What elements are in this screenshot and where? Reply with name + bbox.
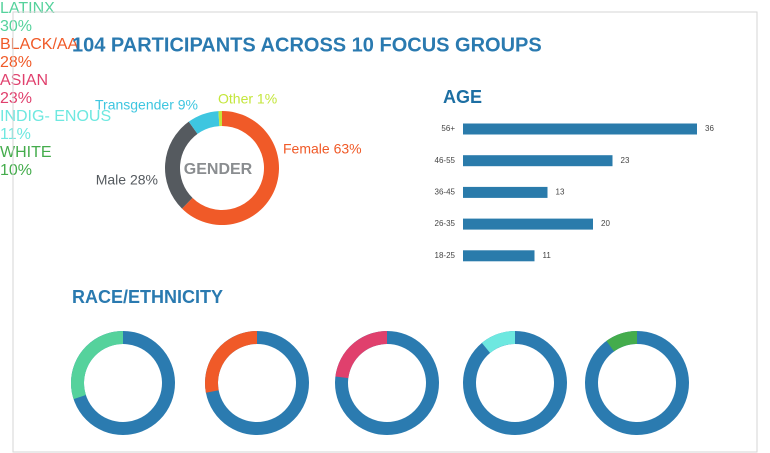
age-value: 36 bbox=[705, 124, 714, 133]
race-category: ASIAN bbox=[0, 72, 49, 89]
age-bar bbox=[463, 186, 548, 198]
age-category: 36-45 bbox=[435, 188, 456, 197]
gender-label: Female 63% bbox=[283, 141, 362, 157]
race-category: BLACK/AA bbox=[0, 36, 79, 53]
frame bbox=[12, 11, 758, 453]
age-value: 13 bbox=[556, 188, 565, 197]
race-value: 30% bbox=[0, 18, 33, 35]
race-title: RACE/ETHNICITY bbox=[72, 287, 223, 307]
gender-segment bbox=[188, 111, 220, 134]
race-segment bbox=[70, 331, 123, 400]
age-category: 46-55 bbox=[435, 156, 456, 165]
age-category: 26-35 bbox=[435, 219, 456, 228]
age-bar bbox=[463, 123, 697, 135]
gender-segment bbox=[165, 121, 198, 209]
age-value: 23 bbox=[621, 156, 630, 165]
age-category: 56+ bbox=[441, 124, 455, 133]
race-value: 11% bbox=[0, 126, 31, 143]
race-segment bbox=[606, 331, 637, 352]
race-value: 23% bbox=[0, 90, 33, 107]
gender-label: Transgender 9% bbox=[95, 97, 198, 113]
race-segment bbox=[481, 331, 515, 353]
race-category: LATINX bbox=[0, 0, 55, 17]
race-segment bbox=[205, 331, 257, 393]
race-value: 10% bbox=[0, 162, 33, 179]
age-bar bbox=[463, 218, 593, 230]
race-category: INDIG- ENOUS bbox=[0, 108, 112, 125]
gender-label: Other 1% bbox=[218, 91, 277, 107]
age-bar bbox=[463, 250, 535, 262]
race-segment bbox=[335, 331, 387, 379]
age-bar bbox=[463, 155, 613, 167]
gender-title: GENDER bbox=[184, 161, 253, 178]
age-value: 20 bbox=[601, 219, 610, 228]
race-ring bbox=[585, 331, 689, 435]
age-category: 18-25 bbox=[435, 251, 456, 260]
page-title: 104 PARTICIPANTS ACROSS 10 FOCUS GROUPS bbox=[72, 34, 542, 56]
age-value: 11 bbox=[543, 251, 552, 260]
gender-segment bbox=[218, 111, 222, 127]
race-value: 28% bbox=[0, 54, 33, 71]
gender-segment bbox=[182, 111, 279, 225]
race-ring bbox=[463, 331, 567, 435]
age-title: AGE bbox=[443, 87, 482, 107]
gender-label: Male 28% bbox=[96, 172, 158, 188]
